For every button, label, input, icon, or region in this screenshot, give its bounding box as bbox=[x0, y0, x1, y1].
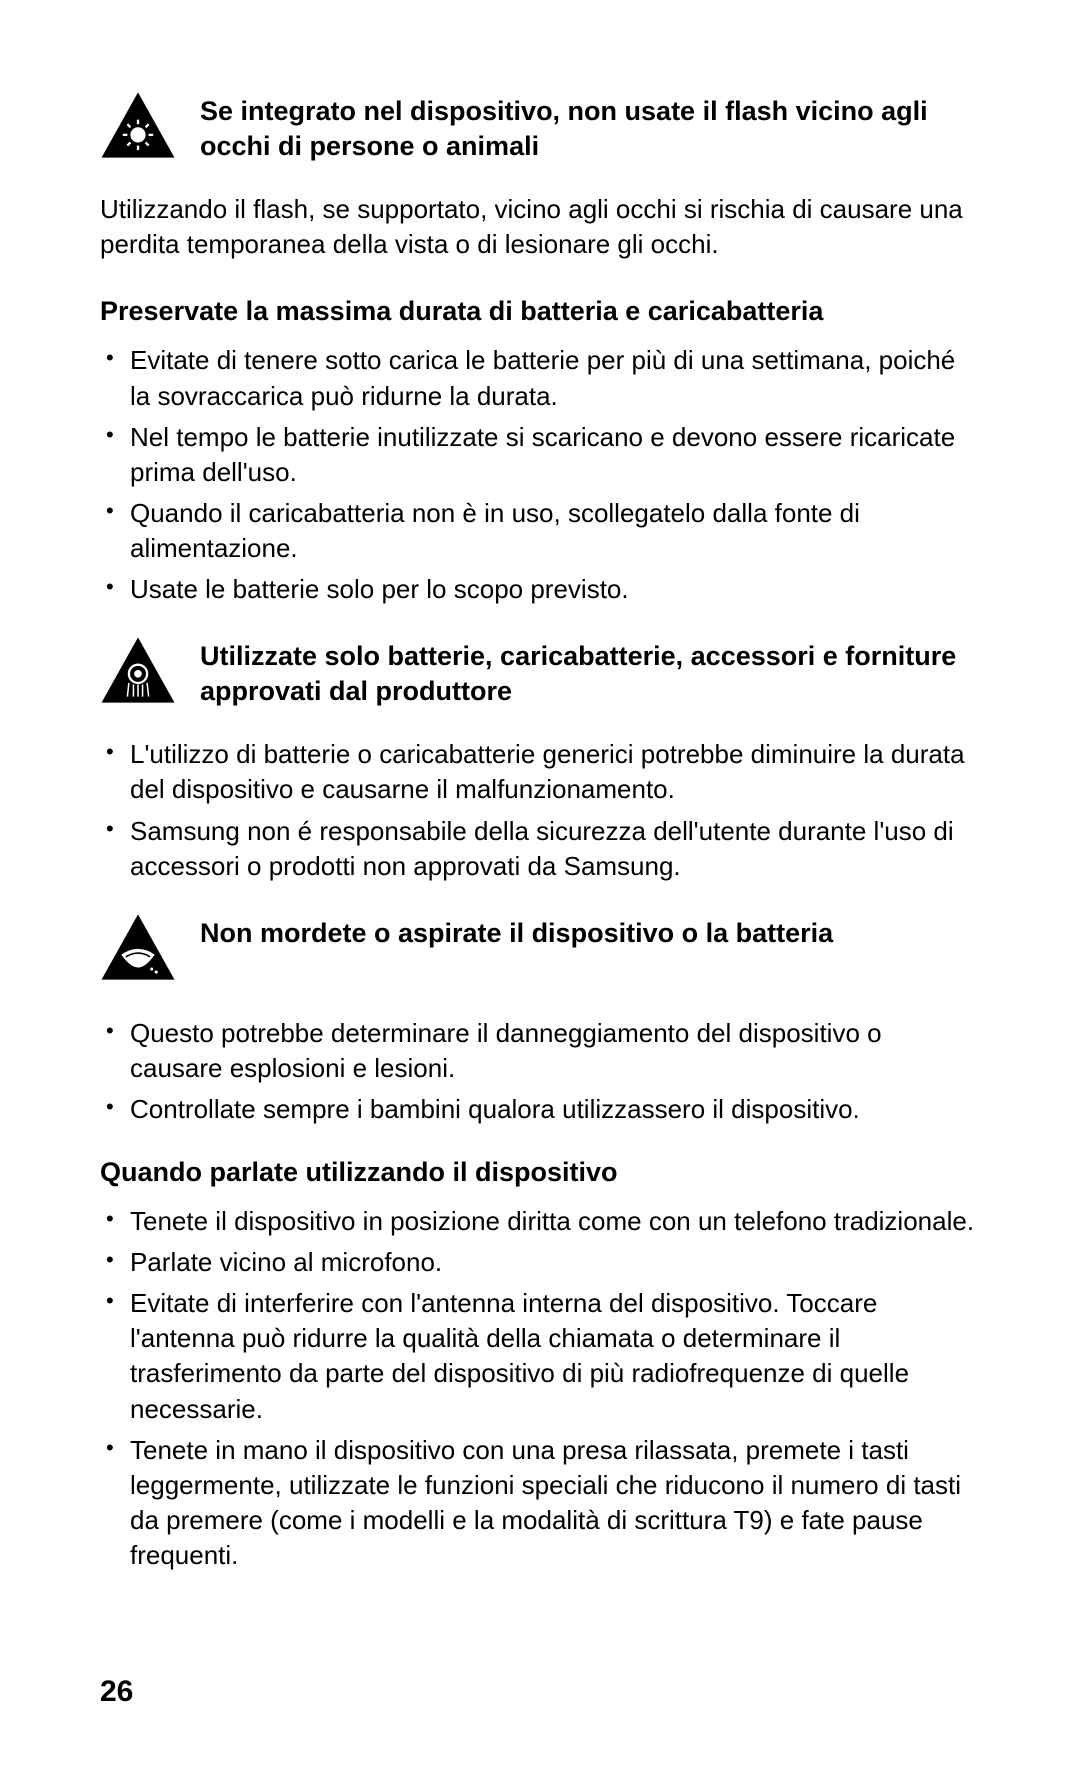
section-speak-heading: Quando parlate utilizzando il dispositiv… bbox=[100, 1155, 980, 1190]
section-battery-heading: Preservate la massima durata di batteria… bbox=[100, 294, 980, 329]
list-item: Parlate vicino al microfono. bbox=[100, 1245, 980, 1280]
section-flash-body: Utilizzando il flash, se supportato, vic… bbox=[100, 192, 980, 262]
list-item: Tenete in mano il dispositivo con una pr… bbox=[100, 1433, 980, 1573]
page-number: 26 bbox=[100, 1675, 133, 1709]
section-battery-list: Evitate di tenere sotto carica le batter… bbox=[100, 343, 980, 607]
list-item: Quando il caricabatteria non è in uso, s… bbox=[100, 496, 980, 566]
section-approved-list: L'utilizzo di batterie o caricabatterie … bbox=[100, 737, 980, 883]
list-item: Evitate di tenere sotto carica le batter… bbox=[100, 343, 980, 413]
flash-warning-icon bbox=[100, 90, 176, 160]
bite-warning-icon bbox=[100, 912, 176, 982]
list-item: Samsung non é responsabile della sicurez… bbox=[100, 814, 980, 884]
section-bite-warning: Non mordete o aspirate il dispositivo o … bbox=[100, 912, 980, 982]
list-item: Evitate di interferire con l'antenna int… bbox=[100, 1286, 980, 1426]
section-approved-heading: Utilizzate solo batterie, caricabatterie… bbox=[200, 635, 980, 709]
section-bite-heading: Non mordete o aspirate il dispositivo o … bbox=[200, 912, 833, 951]
document-page: Se integrato nel dispositivo, non usate … bbox=[0, 0, 1080, 1771]
section-approved-warning: Utilizzate solo batterie, caricabatterie… bbox=[100, 635, 980, 709]
list-item: Controllate sempre i bambini qualora uti… bbox=[100, 1092, 980, 1127]
section-speak-list: Tenete il dispositivo in posizione dirit… bbox=[100, 1204, 980, 1573]
list-item: Questo potrebbe determinare il danneggia… bbox=[100, 1016, 980, 1086]
approved-warning-icon bbox=[100, 635, 176, 705]
list-item: Nel tempo le batterie inutilizzate si sc… bbox=[100, 420, 980, 490]
section-flash-warning: Se integrato nel dispositivo, non usate … bbox=[100, 90, 980, 164]
list-item: L'utilizzo di batterie o caricabatterie … bbox=[100, 737, 980, 807]
section-flash-heading: Se integrato nel dispositivo, non usate … bbox=[200, 90, 980, 164]
list-item: Tenete il dispositivo in posizione dirit… bbox=[100, 1204, 980, 1239]
list-item: Usate le batterie solo per lo scopo prev… bbox=[100, 572, 980, 607]
section-bite-list: Questo potrebbe determinare il danneggia… bbox=[100, 1016, 980, 1127]
